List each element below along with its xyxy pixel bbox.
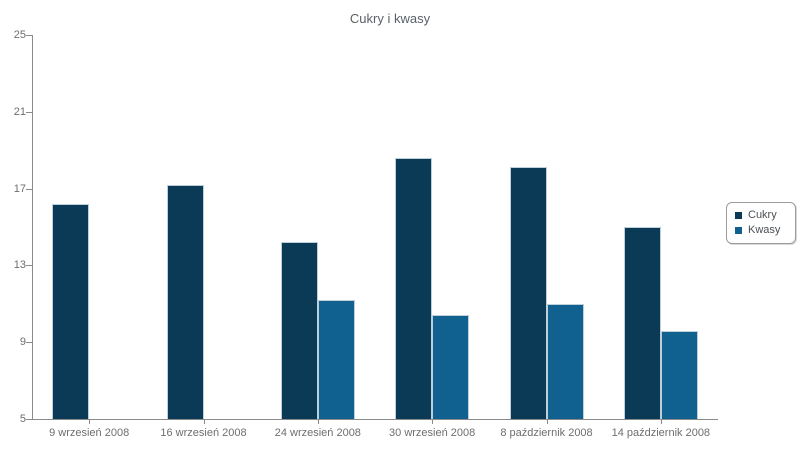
y-axis-tick-label: 25 (13, 29, 26, 41)
legend: Cukry Kwasy (726, 202, 796, 244)
cukry-swatch-icon (735, 212, 742, 219)
y-axis-tick (26, 35, 32, 36)
x-axis-tick (660, 420, 662, 424)
bar-cukry-0 (52, 203, 90, 419)
legend-label-cukry: Cukry (748, 209, 777, 221)
bar-cukry-2 (280, 242, 318, 419)
y-axis-tick (26, 265, 32, 267)
x-axis-tick-label: 14 październik 2008 (611, 427, 711, 439)
y-axis-tick-label: 5 (19, 413, 26, 425)
bar-kwasy-2 (317, 299, 355, 419)
y-axis-tick-label: 13 (13, 259, 26, 272)
x-axis-line (32, 419, 718, 420)
chart-title: Cukry i kwasy (349, 11, 431, 26)
x-axis-tick (89, 420, 91, 424)
bar-cukry-1 (166, 184, 204, 419)
x-axis-tick-label: 30 wrzesień 2008 (389, 427, 476, 439)
x-axis-tick-label: 8 październik 2008 (500, 427, 593, 439)
y-axis-tick (26, 419, 32, 420)
kwasy-swatch-icon (735, 227, 742, 234)
x-axis-tick-label: 16 wrzesień 2008 (160, 427, 247, 439)
y-axis-tick (26, 188, 32, 190)
y-axis-tick-label: 17 (13, 182, 26, 195)
y-axis-tick-label: 21 (13, 105, 26, 118)
bar-cukry-3 (395, 157, 433, 419)
bar-cukry-5 (623, 227, 661, 419)
x-axis-tick-label: 24 wrzesień 2008 (274, 427, 361, 439)
bar-kwasy-3 (432, 315, 470, 419)
bar-kwasy-5 (660, 330, 698, 419)
y-axis-tick-label: 9 (19, 336, 26, 349)
bar-cukry-4 (509, 167, 547, 419)
legend-item-cukry: Cukry (735, 208, 789, 223)
y-axis-tick (26, 111, 32, 113)
x-axis-tick (432, 420, 434, 424)
y-axis-line (32, 35, 33, 419)
legend-label-kwasy: Kwasy (748, 224, 781, 236)
x-axis-tick-label: 9 wrzesień 2008 (49, 427, 130, 439)
x-axis-tick (546, 420, 548, 424)
y-axis-tick (26, 342, 32, 344)
x-axis-tick (203, 420, 205, 424)
bar-kwasy-4 (546, 303, 584, 419)
x-axis-tick (317, 420, 319, 424)
legend-item-kwasy: Kwasy (735, 223, 789, 238)
